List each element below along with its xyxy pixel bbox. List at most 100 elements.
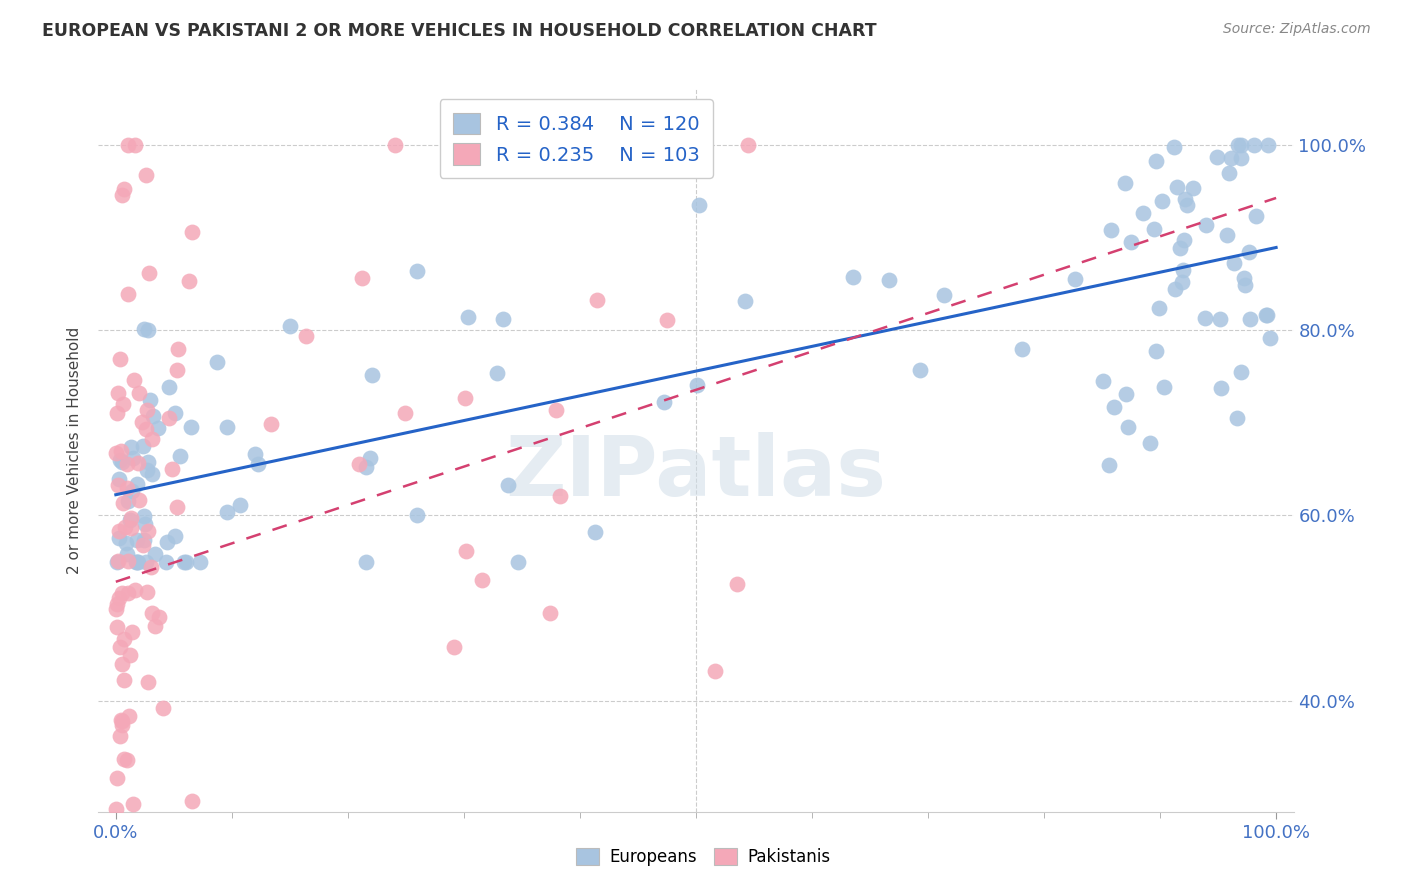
Point xyxy=(359,450,381,465)
Point xyxy=(110,871,132,886)
Point xyxy=(352,271,374,285)
Point xyxy=(127,555,149,569)
Point xyxy=(120,510,142,524)
Point xyxy=(1229,152,1251,166)
Point xyxy=(457,310,479,324)
Point xyxy=(105,601,128,615)
Point xyxy=(187,830,209,845)
Point xyxy=(1208,312,1230,326)
Point xyxy=(1171,276,1194,290)
Point xyxy=(118,708,141,723)
Point xyxy=(1173,233,1195,247)
Point xyxy=(115,457,138,471)
Point xyxy=(1011,342,1033,356)
Point xyxy=(122,451,145,466)
Point xyxy=(548,489,571,503)
Point xyxy=(686,377,709,392)
Point xyxy=(295,329,318,343)
Point xyxy=(725,576,748,591)
Point xyxy=(110,713,132,727)
Point xyxy=(1166,179,1188,194)
Point xyxy=(546,402,568,417)
Point xyxy=(142,409,165,424)
Point xyxy=(1139,435,1161,450)
Point xyxy=(405,264,427,278)
Point xyxy=(932,288,955,302)
Point xyxy=(134,516,156,531)
Point xyxy=(1171,263,1194,277)
Point xyxy=(734,294,756,309)
Point xyxy=(166,363,188,377)
Point xyxy=(136,463,159,477)
Point xyxy=(105,860,128,874)
Point xyxy=(136,455,159,469)
Point xyxy=(181,794,204,808)
Point xyxy=(148,421,170,435)
Point xyxy=(1175,198,1198,212)
Point xyxy=(1257,137,1279,152)
Point xyxy=(111,455,134,469)
Point xyxy=(141,467,163,482)
Point xyxy=(394,406,416,420)
Point xyxy=(454,391,477,405)
Point xyxy=(124,373,146,387)
Point xyxy=(134,838,156,852)
Point xyxy=(1232,271,1254,285)
Point xyxy=(1254,308,1277,322)
Point xyxy=(132,819,155,833)
Text: ZIPatlas: ZIPatlas xyxy=(506,432,886,513)
Point xyxy=(128,493,150,508)
Point xyxy=(1144,344,1167,359)
Point xyxy=(131,415,153,429)
Point xyxy=(107,524,129,538)
Point xyxy=(1258,331,1281,345)
Point xyxy=(141,837,163,851)
Point xyxy=(188,555,211,569)
Point xyxy=(1150,194,1173,209)
Point xyxy=(1226,137,1249,152)
Point xyxy=(538,606,561,620)
Point xyxy=(127,555,149,569)
Point xyxy=(1230,137,1253,152)
Point xyxy=(104,802,127,816)
Point xyxy=(1064,271,1087,285)
Point xyxy=(125,555,148,569)
Point xyxy=(132,321,155,335)
Point xyxy=(356,555,378,569)
Point xyxy=(121,624,143,639)
Point xyxy=(1147,301,1170,315)
Point xyxy=(1256,308,1278,322)
Point xyxy=(173,555,195,569)
Point xyxy=(111,714,134,728)
Legend: Europeans, Pakistanis: Europeans, Pakistanis xyxy=(568,840,838,875)
Point xyxy=(260,417,283,431)
Point xyxy=(492,312,515,326)
Point xyxy=(105,597,128,611)
Point xyxy=(157,380,180,394)
Point xyxy=(360,368,382,382)
Point xyxy=(583,524,606,539)
Point xyxy=(107,554,129,568)
Point xyxy=(141,607,163,621)
Point xyxy=(354,460,377,475)
Point xyxy=(111,887,134,892)
Point xyxy=(108,452,131,467)
Point xyxy=(105,771,128,785)
Point xyxy=(454,543,477,558)
Point xyxy=(105,406,128,420)
Point xyxy=(135,422,157,436)
Point xyxy=(506,555,529,569)
Point xyxy=(128,386,150,401)
Point xyxy=(155,555,177,569)
Point xyxy=(1220,152,1243,166)
Point xyxy=(136,674,159,689)
Point xyxy=(136,403,159,417)
Legend: R = 0.384    N = 120, R = 0.235    N = 103: R = 0.384 N = 120, R = 0.235 N = 103 xyxy=(440,99,713,178)
Point xyxy=(1114,176,1136,190)
Point xyxy=(135,555,157,569)
Point xyxy=(278,318,301,333)
Point xyxy=(347,457,370,471)
Point xyxy=(1223,255,1246,269)
Point xyxy=(127,456,149,470)
Point xyxy=(688,198,710,212)
